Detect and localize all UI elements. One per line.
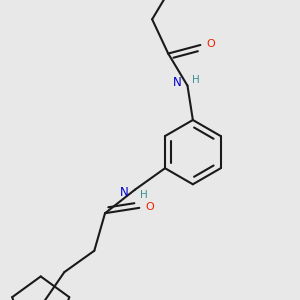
Text: H: H	[140, 190, 148, 200]
Text: O: O	[207, 39, 215, 49]
Text: O: O	[146, 202, 154, 212]
Text: N: N	[120, 186, 129, 200]
Text: N: N	[172, 76, 181, 89]
Text: H: H	[192, 75, 200, 85]
